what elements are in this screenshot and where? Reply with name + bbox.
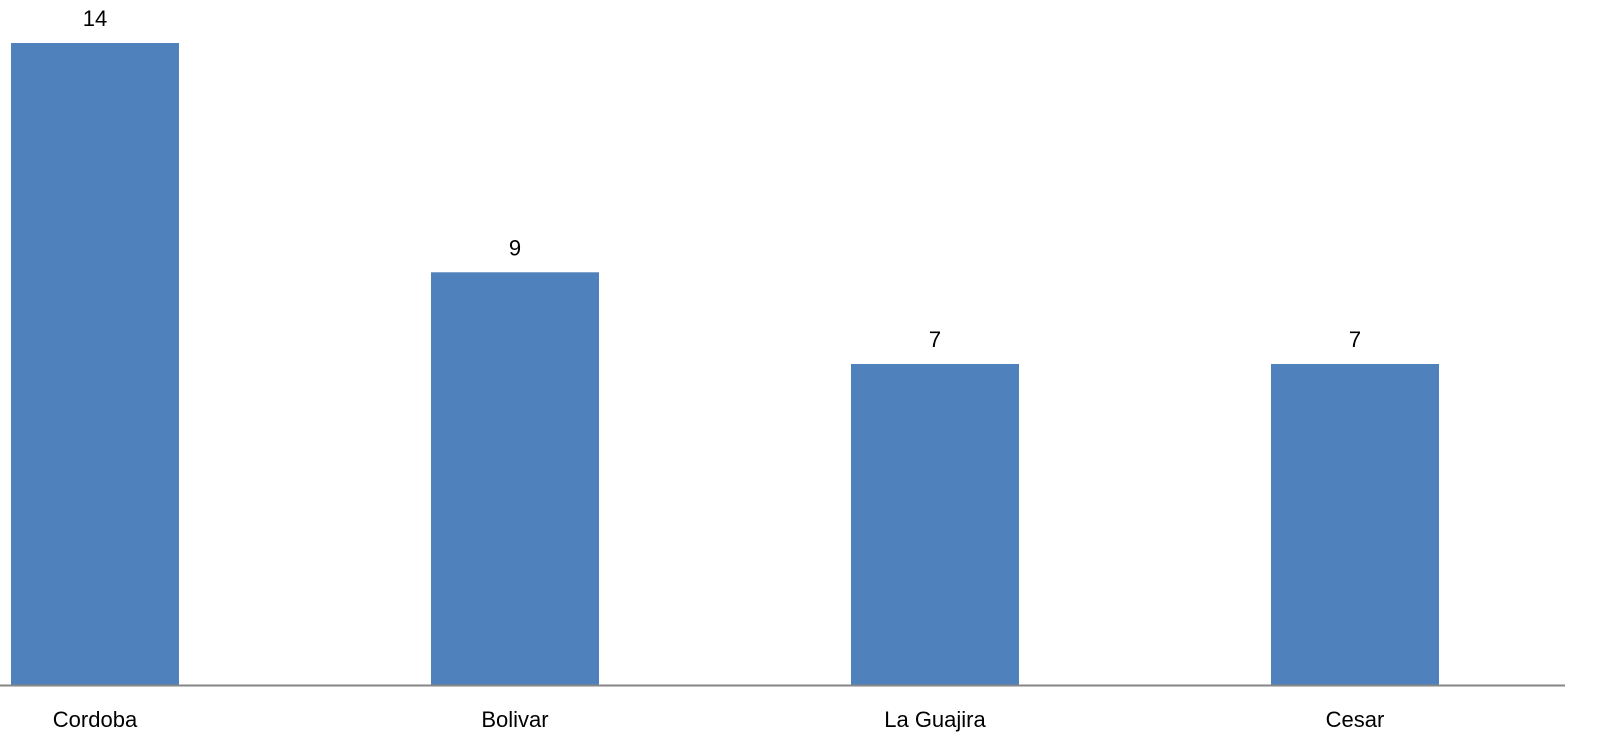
bar-cesar [1271, 364, 1439, 685]
category-label-bolivar: Bolivar [481, 707, 548, 732]
data-label-cordoba: 14 [83, 6, 107, 31]
category-label-la-guajira: La Guajira [884, 707, 986, 732]
data-label-cesar: 7 [1349, 327, 1361, 352]
bar-la-guajira [851, 364, 1019, 685]
category-label-cordoba: Cordoba [53, 707, 138, 732]
bar-bolivar [431, 272, 599, 685]
data-label-bolivar: 9 [509, 235, 521, 260]
category-label-cesar: Cesar [1326, 707, 1385, 732]
bar-cordoba [11, 43, 179, 685]
category-labels-layer: Cordoba Bolivar La Guajira Cesar [53, 707, 1385, 732]
data-label-la-guajira: 7 [929, 327, 941, 352]
bars-layer [11, 43, 1439, 685]
data-labels-layer: 14 9 7 7 [83, 6, 1361, 352]
